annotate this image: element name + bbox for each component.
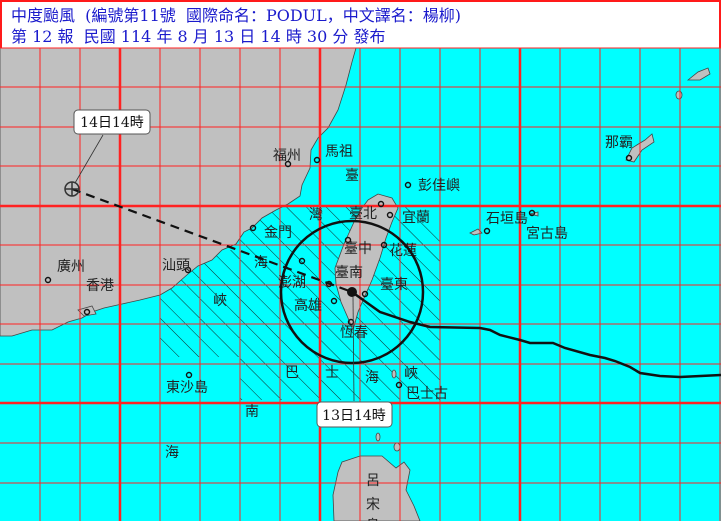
city-markers (44, 154, 633, 389)
label-luzon-1: 呂 (366, 473, 380, 489)
bulletin-issue-time: 第 12 報 民國 114 年 8 月 13 日 14 時 30 分 發布 (11, 27, 386, 46)
label-kaohsiung: 高雄 (294, 297, 322, 314)
city-dot-miyako (528, 209, 536, 217)
label-basco: 巴士古 (406, 386, 448, 402)
label-naha: 那霸 (605, 135, 633, 151)
land-batanes (375, 432, 381, 442)
city-dot-yilan (386, 211, 394, 219)
label-scs-2: 海 (165, 445, 179, 461)
label-luzon-2: 宋 (366, 497, 380, 513)
label-penghu: 澎湖 (278, 275, 306, 291)
city-dot-shantou (184, 266, 192, 274)
city-dot-taitung (361, 290, 369, 298)
label-pengjia: 彭佳嶼 (418, 178, 460, 194)
label-bashi-2: 士 (325, 365, 339, 381)
label-strait-1: 臺 (345, 168, 359, 184)
label-fuzhou: 福州 (273, 148, 301, 164)
current-time-label: 13日14時 (322, 408, 386, 424)
label-bashi-1: 巴 (285, 365, 299, 381)
label-hongkong: 香港 (86, 278, 114, 294)
city-dot-fuzhou (284, 160, 292, 168)
land-lanyu (391, 369, 397, 379)
label-bashi-3: 海 (365, 370, 379, 386)
label-taichung: 臺中 (344, 241, 372, 257)
label-taipei: 臺北 (349, 206, 377, 222)
label-strait-4: 峽 (213, 293, 227, 309)
land-amami (686, 67, 711, 81)
label-guangzhou: 廣州 (57, 258, 85, 275)
forecast-position-icon (64, 181, 80, 197)
city-dot-taipei (377, 200, 385, 208)
city-dot-hongkong (83, 308, 91, 316)
storm-radius-circle (279, 219, 425, 365)
past-track-line (351, 290, 721, 379)
place-labels: 福州 馬祖 彭佳嶼 臺北 宜蘭 金門 臺中 花蓮 澎湖 臺南 臺東 高雄 恆春 … (57, 135, 633, 521)
label-hengchun: 恆春 (340, 325, 368, 341)
label-tainan: 臺南 (335, 265, 363, 281)
forecast-label-leader (74, 134, 104, 184)
current-time-tag: 13日14時 (316, 401, 393, 428)
typhoon-center-icon (347, 287, 357, 297)
city-dot-hualien (380, 241, 388, 249)
land-luzon (332, 455, 421, 521)
city-dot-dongsha (185, 371, 193, 379)
bulletin-header: 中度颱風 (編號第11號 國際命名：PODUL，中文譯名：楊柳) 第 12 報 … (0, 0, 721, 48)
city-dot-ishigaki (483, 227, 491, 235)
forecast-track-line (71, 187, 353, 294)
label-yilan: 宜蘭 (402, 210, 430, 226)
label-scs-1: 南 (245, 404, 259, 420)
land-island (675, 90, 683, 100)
label-luzon-3: 島 (366, 518, 380, 521)
label-dongsha: 東沙島 (166, 380, 208, 396)
city-dot-basco (395, 381, 403, 389)
label-hualien: 花蓮 (389, 243, 417, 259)
land-hongkong-island (77, 305, 97, 317)
current-label-leader (352, 296, 355, 402)
city-dot-pengjia (404, 181, 412, 189)
city-dot-mazu (313, 156, 321, 164)
bulletin-title: 中度颱風 (編號第11號 國際命名：PODUL，中文譯名：楊柳) (11, 6, 462, 25)
city-dot-taichung (344, 236, 352, 244)
label-shantou: 汕頭 (162, 258, 190, 274)
label-bashi-4: 峽 (404, 366, 418, 382)
land-babuyan (393, 442, 401, 452)
city-dot-guangzhou (44, 276, 52, 284)
forecast-time-label: 14日14時 (80, 115, 144, 131)
forecast-time-tag: 14日14時 (73, 109, 151, 135)
label-strait-2: 灣 (309, 207, 323, 223)
city-dot-kaohsiung (330, 297, 338, 305)
city-dot-kinmen (249, 224, 257, 232)
land-ishigaki (469, 228, 483, 236)
label-taitung: 臺東 (380, 277, 408, 293)
city-dot-penghu (298, 257, 306, 265)
label-miyako: 宮古島 (526, 226, 568, 242)
label-strait-3: 海 (254, 255, 268, 271)
label-kinmen: 金門 (264, 225, 292, 241)
typhoon-graphics: 14日14時 13日14時 (64, 109, 721, 428)
label-ishigaki: 石垣島 (486, 211, 528, 227)
city-dot-naha (625, 154, 633, 162)
label-mazu: 馬祖 (325, 144, 353, 160)
